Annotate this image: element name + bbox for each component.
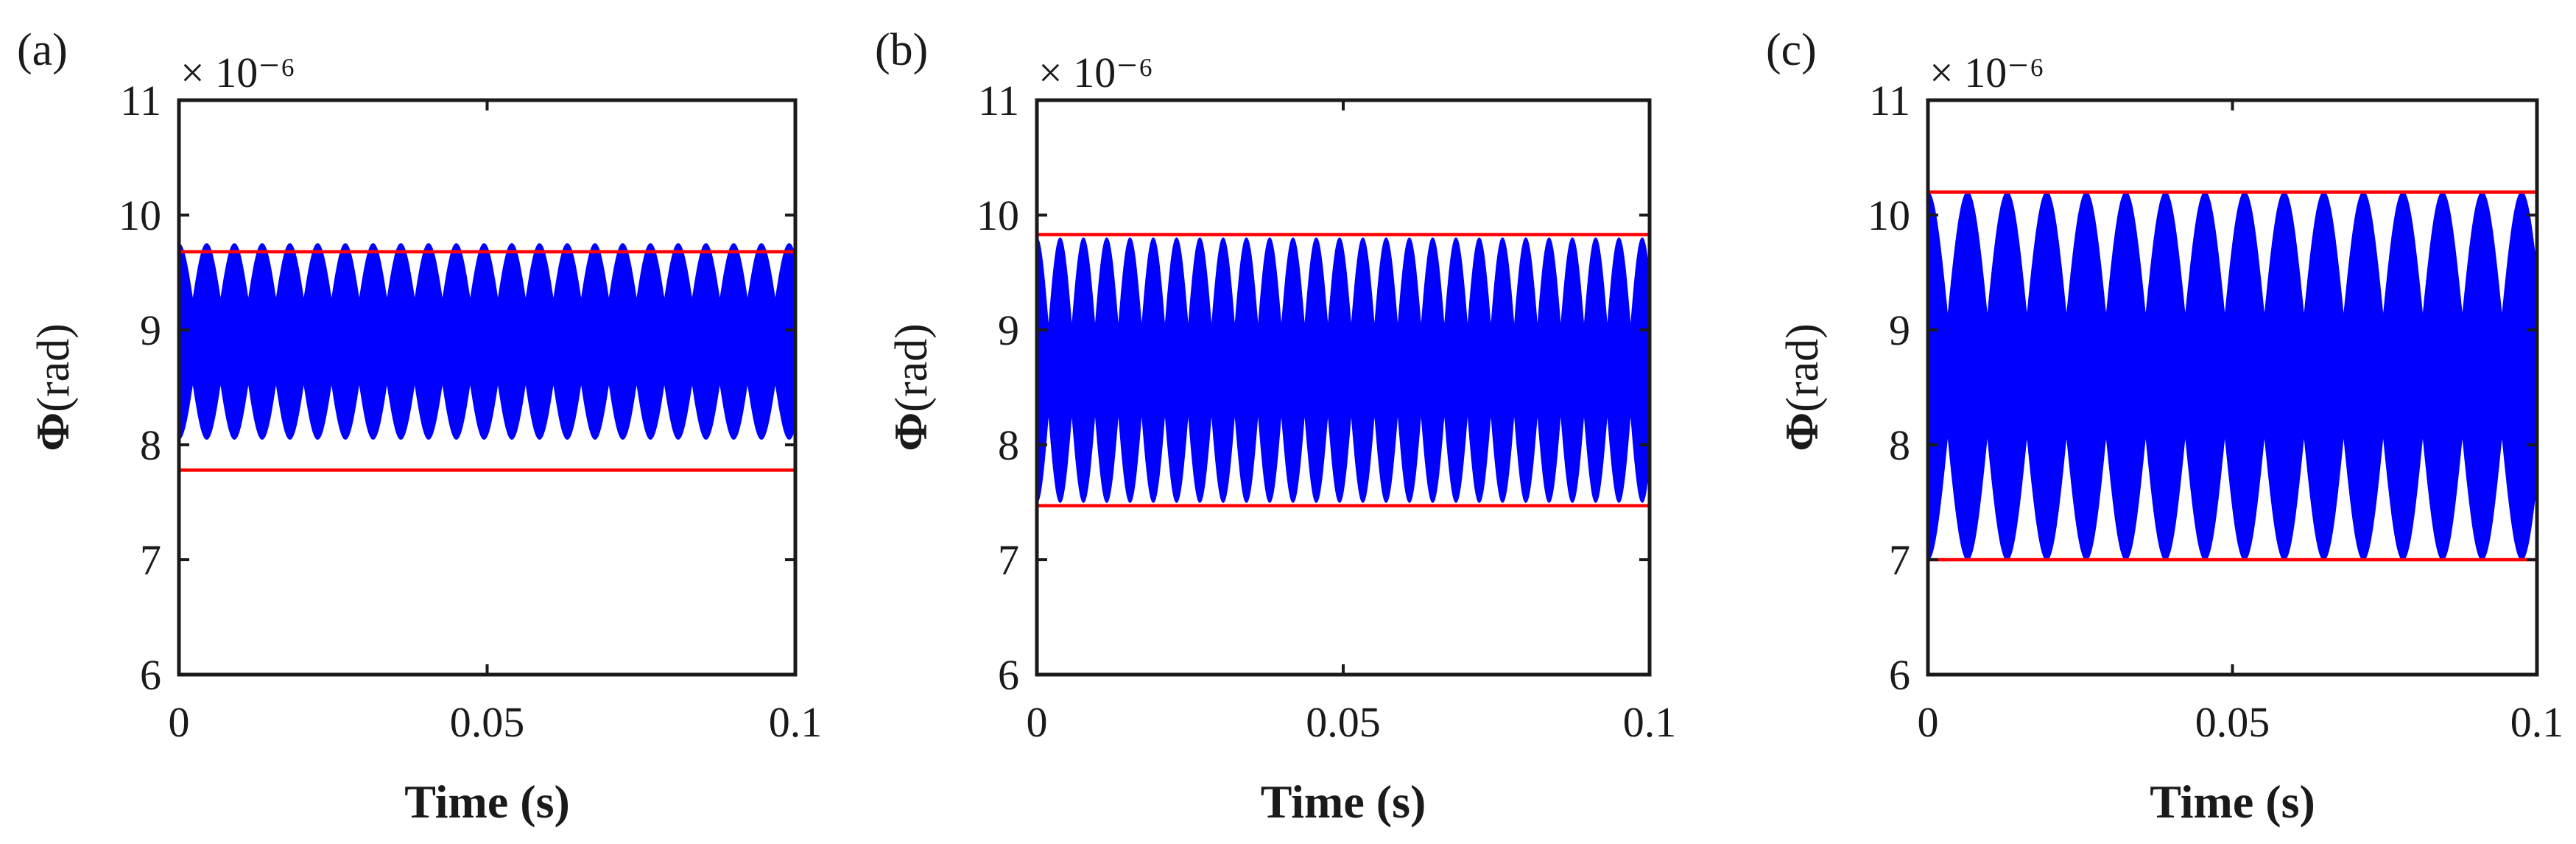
x-tick-label: 0.1	[1623, 698, 1677, 746]
chart-panel-3: 6 7 8 9 10 11 0 0.05 0.1 (c) × 10⁻⁶ Time (s) Φ(rad)	[1766, 25, 2563, 828]
x-tick-label: 0.05	[450, 698, 525, 746]
y-tick-label: 10	[976, 191, 1019, 239]
panel-label: (a)	[17, 25, 68, 75]
y-tick-label: 8	[998, 421, 1019, 469]
signal-series	[1927, 191, 2538, 560]
x-axis-label: Time (s)	[404, 776, 570, 828]
y-tick-label: 11	[1869, 77, 1910, 124]
panel-label: (c)	[1766, 25, 1817, 75]
x-tick-label: 0.1	[2510, 698, 2564, 746]
phi-symbol: Φ	[27, 412, 79, 451]
y-tick-label: 7	[998, 536, 1019, 584]
phi-symbol: Φ	[884, 412, 937, 451]
y-tick-label: 10	[119, 191, 161, 239]
chart-panel-2: 6 7 8 9 10 11 0 0.05 0.1 (b) × 10⁻⁶ Time (s) Φ(rad)	[875, 25, 1676, 828]
x-axis-label: Time (s)	[1261, 776, 1426, 828]
x-tick-label: 0	[1027, 698, 1048, 746]
y-exponent-label: × 10⁻⁶	[180, 49, 295, 96]
y-exponent-label: × 10⁻⁶	[1038, 49, 1153, 96]
chart-panel-1: 6 7 8 9 10 11 0 0.05 0.1 (a) × 10⁻⁶ Time (s) Φ(rad)	[17, 25, 822, 828]
y-tick-label: 8	[1889, 421, 1910, 469]
y-tick-label: 9	[140, 306, 161, 354]
y-tick-label: 6	[1889, 651, 1910, 699]
x-tick-label: 0.05	[1306, 698, 1381, 746]
y-tick-label: 11	[120, 77, 161, 124]
y-tick-label: 7	[140, 536, 161, 584]
y-tick-label: 9	[1889, 306, 1910, 354]
signal-series	[178, 243, 796, 440]
y-exponent-label: × 10⁻⁶	[1929, 49, 2044, 96]
y-tick-label: 6	[998, 651, 1019, 699]
y-unit: (rad)	[1778, 323, 1828, 412]
signal-series	[1036, 237, 1650, 504]
panel-label: (b)	[875, 25, 928, 75]
x-tick-label: 0	[169, 698, 190, 746]
y-tick-label: 7	[1889, 536, 1910, 584]
y-tick-label: 6	[140, 651, 161, 699]
y-axis-label: Φ(rad)	[27, 323, 79, 451]
phi-symbol: Φ	[1776, 412, 1828, 451]
y-tick-label: 10	[1868, 191, 1910, 239]
y-tick-label: 11	[978, 77, 1019, 124]
y-unit: (rad)	[887, 323, 937, 412]
x-tick-label: 0.1	[769, 698, 823, 746]
y-tick-label: 8	[140, 421, 161, 469]
x-tick-label: 0	[1918, 698, 1939, 746]
y-axis-label: Φ(rad)	[884, 323, 937, 451]
y-tick-label: 9	[998, 306, 1019, 354]
y-axis-label: Φ(rad)	[1776, 323, 1828, 451]
x-tick-label: 0.05	[2195, 698, 2270, 746]
x-axis-label: Time (s)	[2150, 776, 2315, 828]
y-unit: (rad)	[29, 323, 79, 412]
